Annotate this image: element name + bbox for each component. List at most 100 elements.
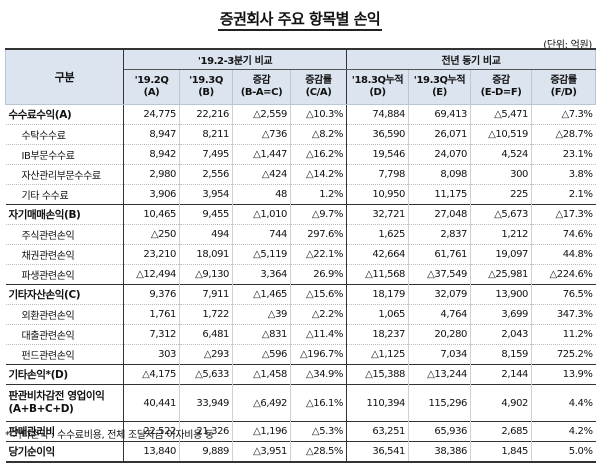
row-label: 대출관련손익 bbox=[5, 324, 124, 345]
cell-value: △831 bbox=[232, 324, 291, 345]
row-label: 외환관련손익 bbox=[5, 304, 124, 325]
row-label: 채권관련손익 bbox=[5, 244, 124, 265]
table-row: 판관비차감전 영업이익(A+B+C+D) 40,441 33,949 △6,492 △1… bbox=[5, 384, 596, 422]
cell-value: 20,280 bbox=[408, 324, 471, 345]
column-header-line: (B-A=C) bbox=[240, 87, 283, 98]
cell-value: △596 bbox=[232, 344, 291, 365]
cell-value: 1,761 bbox=[123, 304, 180, 325]
table-row: 당기순이익 13,840 9,889 △3,951 △28.5% 36,541 38,386… bbox=[5, 441, 596, 463]
cell-value: △5.3% bbox=[289, 421, 348, 442]
cell-value: △8.2% bbox=[289, 124, 348, 145]
cell-value: 8,159 bbox=[470, 344, 532, 365]
cell-value: 63,251 bbox=[346, 421, 409, 442]
cell-value: △1,010 bbox=[232, 204, 291, 225]
cell-value: 725.2% bbox=[531, 344, 596, 365]
cell-value: 10,950 bbox=[346, 184, 409, 205]
cell-value: 32,721 bbox=[346, 204, 409, 225]
cell-value: 3.8% bbox=[531, 164, 596, 185]
cell-value: 38,386 bbox=[408, 441, 471, 463]
cell-value: 8,947 bbox=[123, 124, 180, 145]
header-group-quarter: '19.2-3분기 비교 bbox=[122, 48, 348, 70]
cell-value: △13,244 bbox=[408, 364, 471, 385]
cell-value: △14.2% bbox=[289, 164, 348, 185]
cell-value: 18,091 bbox=[179, 244, 233, 265]
column-header-line: (F/D) bbox=[550, 87, 577, 98]
cell-value: 32,079 bbox=[408, 284, 471, 305]
cell-value: 13,840 bbox=[123, 441, 180, 463]
table-title-text: 증권회사 주요 항목별 손익 bbox=[217, 10, 383, 31]
column-header: 증감 (B-A=C) bbox=[232, 69, 291, 105]
pl-table: 구분 '19.2-3분기 비교 전년 동기 비교 '19.2Q (A) '19.3Q… bbox=[5, 48, 597, 463]
cell-value: 347.3% bbox=[531, 304, 596, 325]
cell-value: △15,388 bbox=[346, 364, 409, 385]
unit-label: (단위: 억원) bbox=[543, 40, 592, 51]
cell-value: 23,210 bbox=[123, 244, 180, 265]
cell-value: 33,949 bbox=[179, 384, 233, 422]
table-title: 증권회사 주요 항목별 손익 bbox=[0, 8, 600, 31]
cell-value: 13,900 bbox=[470, 284, 532, 305]
table-row: 외환관련손익 1,761 1,722 △39 △2.2% 1,065 4,764 3,699 3… bbox=[5, 304, 596, 325]
cell-value: △37,549 bbox=[408, 264, 471, 285]
cell-value: 21,326 bbox=[179, 421, 233, 442]
cell-value: △25,981 bbox=[470, 264, 532, 285]
cell-value: 4,902 bbox=[470, 384, 532, 422]
cell-value: 2,556 bbox=[179, 164, 233, 185]
cell-value: 110,394 bbox=[346, 384, 409, 422]
cell-value: 744 bbox=[232, 224, 291, 245]
table-row: 파생관련손익 △12,494 △9,130 3,364 26.9% △11,568 △37,… bbox=[5, 264, 596, 285]
cell-value: △39 bbox=[232, 304, 291, 325]
column-header-line: '18.3Q누적 bbox=[351, 75, 404, 86]
cell-value: △224.6% bbox=[531, 264, 596, 285]
cell-value: △6,492 bbox=[232, 384, 291, 422]
cell-value: 8,942 bbox=[123, 144, 180, 165]
cell-value: 23.1% bbox=[531, 144, 596, 165]
cell-value: 1,625 bbox=[346, 224, 409, 245]
cell-value: 115,296 bbox=[408, 384, 471, 422]
cell-value: 65,936 bbox=[408, 421, 471, 442]
cell-value: 7,798 bbox=[346, 164, 409, 185]
table-row: 판매관리비 22,522 21,326 △1,196 △5.3% 63,251 65,936… bbox=[5, 421, 596, 442]
table-row: 기타자산손익(C) 9,376 7,911 △1,465 △15.6% 18,179 32,… bbox=[5, 284, 596, 305]
cell-value: △22.1% bbox=[289, 244, 348, 265]
cell-value: △11.4% bbox=[289, 324, 348, 345]
cell-value: 9,889 bbox=[179, 441, 233, 463]
table-row: 자산관리부문수수료 2,980 2,556 △424 △14.2% 7,798 8,098 3… bbox=[5, 164, 596, 185]
cell-value: 7,495 bbox=[179, 144, 233, 165]
column-header: '18.3Q누적 (D) bbox=[346, 69, 410, 105]
row-label: 파생관련손익 bbox=[5, 264, 124, 285]
cell-value: △196.7% bbox=[289, 344, 348, 365]
cell-value: 7,911 bbox=[179, 284, 233, 305]
column-header-line: 증감 bbox=[492, 75, 510, 86]
cell-value: 10,465 bbox=[123, 204, 180, 225]
cell-value: 74.6% bbox=[531, 224, 596, 245]
cell-value: 300 bbox=[470, 164, 532, 185]
cell-value: 1,212 bbox=[470, 224, 532, 245]
cell-value: 13.9% bbox=[531, 364, 596, 385]
row-label: 판매관리비 bbox=[5, 421, 124, 442]
cell-value: 24,775 bbox=[123, 104, 180, 125]
cell-value: 2,043 bbox=[470, 324, 532, 345]
cell-value: 6,481 bbox=[179, 324, 233, 345]
table-row: 기타 수수료 3,906 3,954 48 1.2% 10,950 11,175 225 2.1… bbox=[5, 184, 596, 205]
column-header: 증감률 (F/D) bbox=[531, 69, 597, 105]
cell-value: △16.2% bbox=[289, 144, 348, 165]
header-gubun: 구분 bbox=[5, 48, 124, 105]
cell-value: △12,494 bbox=[123, 264, 180, 285]
column-header-line: 증감률 bbox=[305, 75, 332, 86]
cell-value: △7.3% bbox=[531, 104, 596, 125]
table-row: 펀드관련손익 303 △293 △596 △196.7% △1,125 7,034 8,159… bbox=[5, 344, 596, 365]
cell-value: 27,048 bbox=[408, 204, 471, 225]
cell-value: △9.7% bbox=[289, 204, 348, 225]
cell-value: 22,216 bbox=[179, 104, 233, 125]
cell-value: △5,633 bbox=[179, 364, 233, 385]
cell-value: 44.8% bbox=[531, 244, 596, 265]
cell-value: △5,673 bbox=[470, 204, 532, 225]
header-group-yoy: 전년 동기 비교 bbox=[346, 48, 597, 70]
cell-value: △11,568 bbox=[346, 264, 409, 285]
column-header: 증감 (E-D=F) bbox=[470, 69, 533, 105]
row-label: IB부문수수료 bbox=[5, 144, 124, 165]
cell-value: 1.2% bbox=[289, 184, 348, 205]
table-row: 수수료수익(A) 24,775 22,216 △2,559 △10.3% 74,884 69… bbox=[5, 104, 596, 125]
cell-value: 36,590 bbox=[346, 124, 409, 145]
cell-value: 2,144 bbox=[470, 364, 532, 385]
